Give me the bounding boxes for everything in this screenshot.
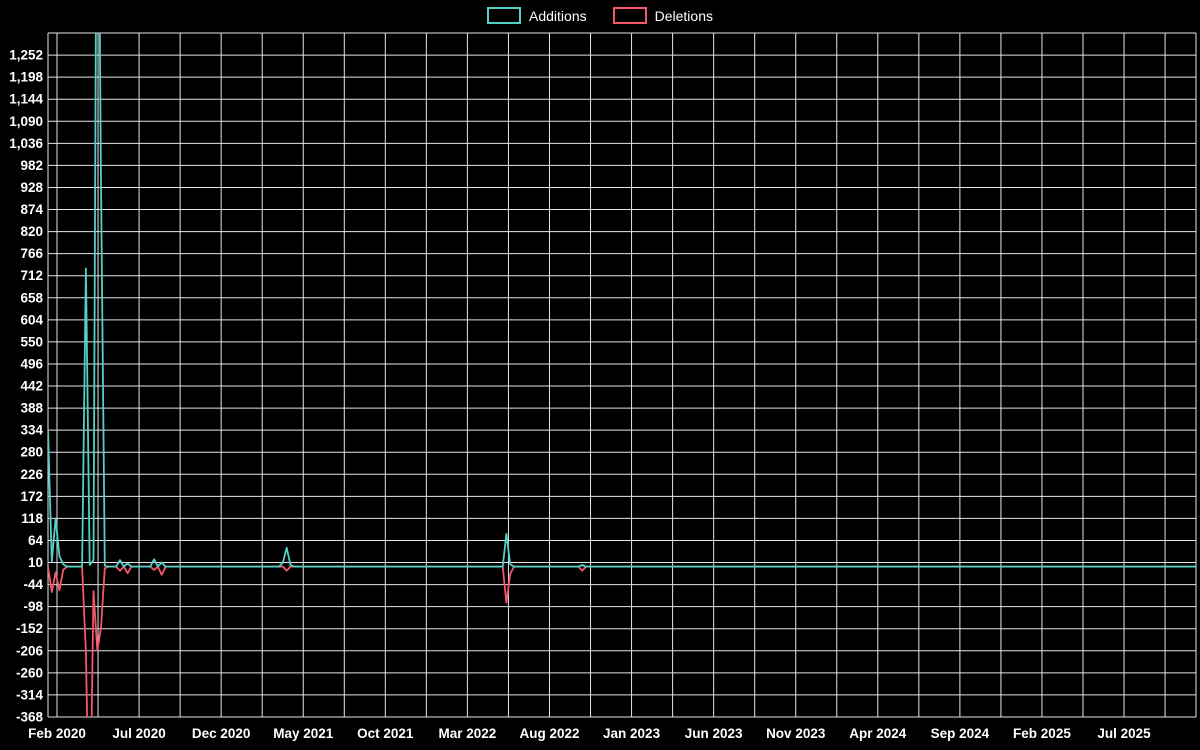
x-tick-label: Apr 2024: [849, 726, 907, 741]
x-tick-label: Feb 2025: [1013, 726, 1071, 741]
y-tick-label: 118: [21, 511, 43, 526]
y-tick-label: 604: [20, 312, 43, 327]
y-tick-label: 1,036: [9, 136, 43, 151]
x-tick-label: Aug 2022: [519, 726, 579, 741]
x-tick-label: Feb 2020: [28, 726, 86, 741]
x-tick-label: Dec 2020: [192, 726, 251, 741]
legend-label-additions: Additions: [529, 7, 587, 24]
deletions-swatch-icon: [612, 7, 647, 24]
y-tick-label: 334: [20, 423, 43, 438]
y-tick-label: 172: [20, 489, 43, 504]
y-tick-label: 388: [20, 401, 43, 416]
y-tick-label: 1,144: [9, 92, 43, 107]
y-tick-label: -206: [16, 643, 44, 658]
y-tick-label: 550: [20, 334, 43, 349]
y-tick-label: -152: [16, 621, 43, 636]
x-tick-label: Oct 2021: [357, 726, 414, 741]
x-tick-label: Sep 2024: [931, 726, 990, 741]
x-tick-label: May 2021: [273, 726, 334, 741]
y-tick-label: 766: [20, 246, 43, 261]
y-tick-label: 1,198: [9, 70, 43, 85]
axis-labels: 1,252 1,198 1,144 1,090 1,036 982 928 874 820 766…: [9, 48, 1151, 741]
legend-item-deletions[interactable]: Deletions: [612, 7, 713, 24]
y-tick-label: 820: [20, 224, 43, 239]
legend-label-deletions: Deletions: [654, 7, 713, 24]
y-tick-label: 496: [20, 356, 43, 371]
y-tick-label: -98: [23, 599, 43, 614]
series-line-deletions: [48, 565, 1196, 717]
y-tick-label: 982: [20, 158, 43, 173]
y-tick-label: 442: [20, 379, 43, 394]
y-tick-label: -260: [16, 665, 43, 680]
y-tick-label: -44: [23, 577, 43, 592]
y-tick-label: -368: [16, 710, 44, 725]
y-tick-label: 928: [20, 180, 43, 195]
x-tick-label: Jul 2025: [1097, 726, 1151, 741]
x-tick-label: Jul 2020: [112, 726, 165, 741]
y-tick-label: 1,252: [9, 48, 43, 63]
y-tick-label: 64: [28, 533, 44, 548]
x-tick-label: Mar 2022: [439, 726, 497, 741]
y-tick-label: 226: [20, 467, 43, 482]
legend-item-additions[interactable]: Additions: [487, 7, 587, 24]
y-tick-label: 712: [20, 268, 43, 283]
series-line-additions: [48, 33, 1196, 568]
y-tick-label: -314: [16, 687, 44, 702]
y-tick-label: 280: [20, 445, 43, 460]
x-tick-label: Nov 2023: [766, 726, 826, 741]
chart-legend: Additions Deletions: [0, 7, 1200, 24]
x-tick-label: Jan 2023: [603, 726, 661, 741]
additions-swatch-icon: [487, 7, 522, 24]
y-tick-label: 10: [28, 555, 43, 570]
x-tick-label: Jun 2023: [685, 726, 743, 741]
y-tick-label: 1,090: [9, 114, 43, 129]
gridlines: [47, 32, 1197, 718]
y-tick-label: 874: [20, 202, 43, 217]
y-tick-label: 658: [20, 290, 43, 305]
